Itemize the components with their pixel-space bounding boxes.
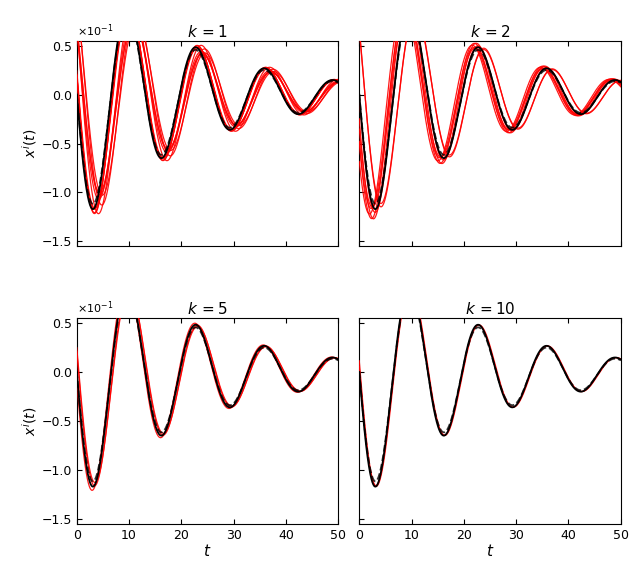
Title: $k\,=1$: $k\,=1$ <box>188 24 228 40</box>
X-axis label: $t$: $t$ <box>204 543 212 559</box>
Text: $\times 10^{-1}$: $\times 10^{-1}$ <box>77 22 113 38</box>
Title: $k\,=5$: $k\,=5$ <box>188 301 228 317</box>
Text: $\times 10^{-1}$: $\times 10^{-1}$ <box>77 300 113 316</box>
X-axis label: $t$: $t$ <box>486 543 494 559</box>
Title: $k\,=2$: $k\,=2$ <box>470 24 510 40</box>
Title: $k\,=10$: $k\,=10$ <box>465 301 515 317</box>
Y-axis label: $x^i(t)$: $x^i(t)$ <box>20 406 38 436</box>
Y-axis label: $x^i(t)$: $x^i(t)$ <box>20 129 38 158</box>
